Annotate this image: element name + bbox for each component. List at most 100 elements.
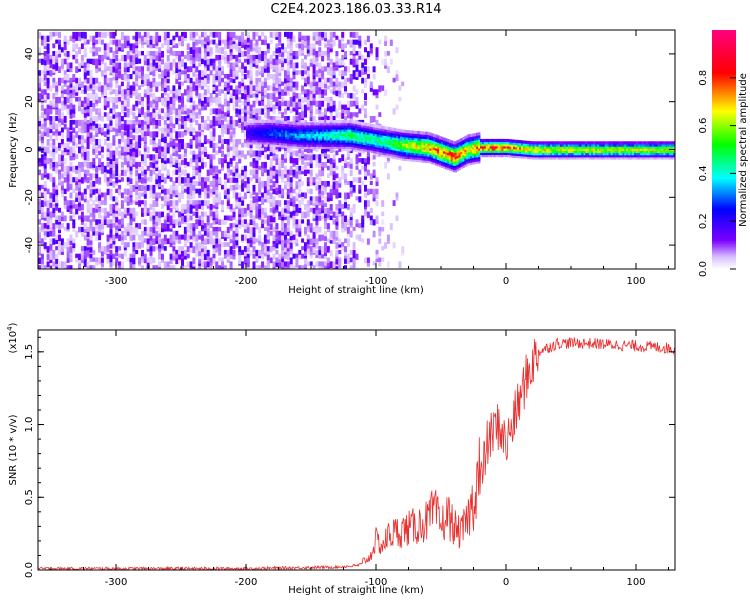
noise-cell <box>278 104 282 111</box>
noise-cell <box>178 234 182 240</box>
noise-cell <box>69 81 73 88</box>
noise-cell <box>58 108 61 115</box>
noise-cell <box>289 249 293 255</box>
ridge-cell <box>253 130 257 134</box>
noise-cell <box>172 230 176 238</box>
noise-cell <box>89 219 93 225</box>
noise-cell <box>381 211 385 217</box>
noise-cell <box>183 150 187 157</box>
noise-cell <box>318 265 322 269</box>
noise-cell <box>46 43 50 51</box>
noise-cell <box>129 139 133 145</box>
ridge-cell <box>310 126 313 130</box>
noise-cell <box>195 219 199 225</box>
noise-cell <box>278 70 282 77</box>
noise-cell <box>224 269 227 274</box>
noise-cell <box>304 62 307 70</box>
noise-cell <box>135 169 139 177</box>
noise-cell <box>55 269 58 276</box>
noise-cell <box>301 265 305 269</box>
noise-cell <box>120 135 124 143</box>
noise-cell <box>270 269 273 275</box>
noise-cell <box>115 66 119 74</box>
ridge-cell <box>329 135 333 139</box>
noise-cell <box>206 230 210 238</box>
noise-cell <box>306 93 310 100</box>
noise-cell <box>223 219 227 225</box>
ridge-cell <box>263 119 266 123</box>
noise-cell <box>229 77 233 83</box>
noise-cell <box>312 43 316 49</box>
noise-cell <box>209 123 213 129</box>
noise-cell <box>243 234 247 241</box>
noise-cell <box>230 269 233 274</box>
ridge-cell <box>251 126 255 130</box>
noise-cell <box>80 161 84 167</box>
noise-cell <box>223 265 227 269</box>
noise-cell <box>218 77 222 83</box>
noise-cell <box>221 242 224 248</box>
noise-cell <box>278 100 282 107</box>
noise-cell <box>189 192 193 200</box>
noise-cell <box>243 74 247 80</box>
noise-cell <box>258 184 262 192</box>
noise-cell <box>209 204 213 210</box>
ridge-cell <box>302 137 305 141</box>
noise-cell <box>301 165 305 172</box>
noise-cell <box>146 119 150 125</box>
noise-cell <box>75 196 79 202</box>
noise-cell <box>243 123 247 131</box>
noise-cell <box>172 108 176 114</box>
noise-cell <box>43 181 47 188</box>
noise-cell <box>215 66 219 71</box>
noise-cell <box>329 230 333 238</box>
noise-cell <box>86 77 90 84</box>
noise-cell <box>169 89 173 94</box>
noise-cell <box>83 31 87 39</box>
noise-cell <box>161 51 164 58</box>
ridge-cell <box>269 119 272 123</box>
noise-cell <box>55 108 59 116</box>
noise-cell <box>269 150 273 157</box>
noise-cell <box>152 200 156 208</box>
noise-cell <box>326 226 330 233</box>
noise-cell <box>232 253 236 260</box>
noise-cell <box>169 265 173 269</box>
noise-cell <box>52 184 56 190</box>
noise-cell <box>69 108 73 115</box>
noise-cell <box>341 54 345 61</box>
noise-cell <box>155 246 159 251</box>
noise-cell <box>241 261 245 269</box>
noise-cell <box>295 192 299 199</box>
noise-cell <box>135 70 139 75</box>
noise-cell <box>98 150 102 156</box>
noise-cell <box>118 223 122 229</box>
noise-cell <box>155 165 159 172</box>
ridge-cell <box>255 134 259 139</box>
noise-cell <box>295 150 299 157</box>
noise-cell <box>218 246 222 251</box>
noise-cell <box>149 93 153 98</box>
noise-cell <box>346 66 350 73</box>
ridge-cell <box>267 128 270 132</box>
ridge-cell <box>300 126 303 130</box>
noise-cell <box>63 215 67 222</box>
noise-cell <box>129 211 133 219</box>
noise-cell <box>346 154 350 160</box>
noise-cell <box>329 207 333 214</box>
noise-cell <box>183 215 187 223</box>
noise-cell <box>163 77 167 83</box>
noise-cell <box>120 200 124 206</box>
noise-cell <box>346 253 350 260</box>
noise-cell <box>115 257 119 263</box>
noise-cell <box>66 39 70 45</box>
noise-cell <box>186 223 190 231</box>
noise-cell <box>95 204 99 210</box>
noise-cell <box>215 177 219 183</box>
noise-cell <box>321 253 325 259</box>
noise-cell <box>223 188 227 196</box>
noise-cell <box>272 31 276 39</box>
noise-cell <box>358 169 362 175</box>
noise-cell <box>95 139 99 146</box>
noise-cell <box>72 89 76 95</box>
